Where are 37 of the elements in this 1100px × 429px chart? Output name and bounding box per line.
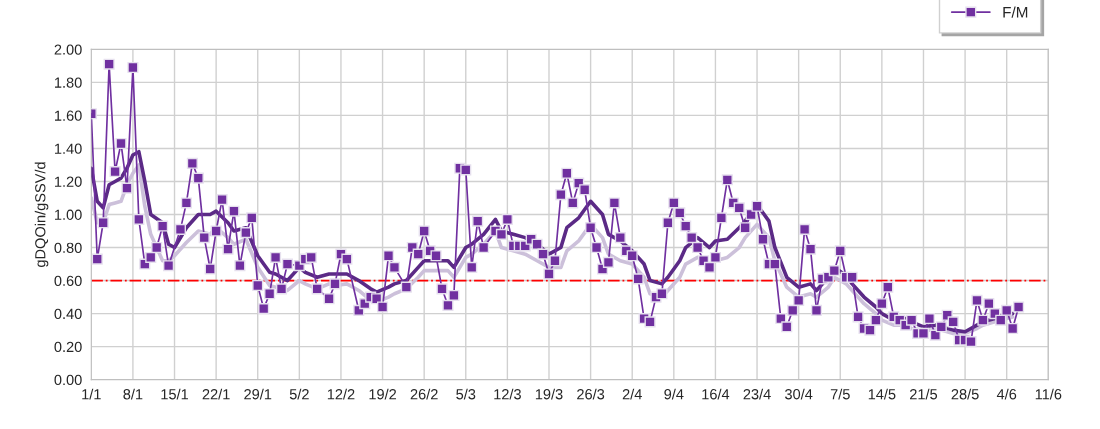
x-tick-label: 4/6 bbox=[996, 388, 1017, 400]
x-tick-label: 16/4 bbox=[702, 388, 730, 400]
y-axis-title: gDQOin/gSSV/d bbox=[34, 162, 49, 267]
x-tick-label: 26/3 bbox=[577, 388, 605, 400]
x-tick-label: 12/3 bbox=[494, 388, 521, 400]
y-tick-label: 0.60 bbox=[54, 275, 82, 286]
x-tick-label: 26/2 bbox=[410, 388, 438, 400]
x-tick-label: 9/4 bbox=[664, 388, 684, 400]
x-tick-label: 19/2 bbox=[369, 388, 397, 400]
x-tick-label: 21/5 bbox=[910, 388, 938, 400]
x-tick-label: 15/1 bbox=[161, 388, 188, 400]
x-tick-label: 11/6 bbox=[1035, 388, 1062, 400]
y-tick-label: 1.00 bbox=[55, 209, 82, 220]
y-tick-label: 1.80 bbox=[55, 77, 82, 88]
x-tick-label: 23/4 bbox=[743, 388, 771, 400]
x-tick-label: 7/5 bbox=[830, 388, 850, 400]
x-tick-label: 5/3 bbox=[456, 388, 476, 400]
x-tick-label: 8/1 bbox=[123, 388, 143, 400]
x-tick-label: 14/5 bbox=[868, 388, 896, 400]
x-tick-label: 5/2 bbox=[289, 388, 309, 400]
y-tick-label: 1.60 bbox=[55, 110, 82, 121]
x-tick-label: 22/1 bbox=[202, 388, 230, 400]
x-tick-label: 2/4 bbox=[622, 388, 642, 400]
x-tick-label: 30/4 bbox=[785, 388, 813, 400]
y-tick-label: 1.40 bbox=[55, 143, 82, 154]
x-tick-label: 12/2 bbox=[327, 388, 355, 400]
y-tick-label: 0.20 bbox=[54, 341, 82, 353]
y-tick-label: 2.00 bbox=[54, 44, 82, 55]
x-tick-label: 29/1 bbox=[244, 388, 272, 400]
y-tick-label: 1.20 bbox=[55, 176, 82, 187]
y-tick-label: 0.80 bbox=[54, 242, 82, 253]
y-tick-label: 0.40 bbox=[54, 308, 82, 320]
x-tick-label: 28/5 bbox=[951, 388, 979, 400]
legend-label: F/M bbox=[1003, 6, 1028, 18]
y-tick-label: 0.00 bbox=[54, 374, 82, 386]
x-tick-label: 1/1 bbox=[82, 388, 101, 400]
x-tick-label: 19/3 bbox=[535, 388, 563, 400]
